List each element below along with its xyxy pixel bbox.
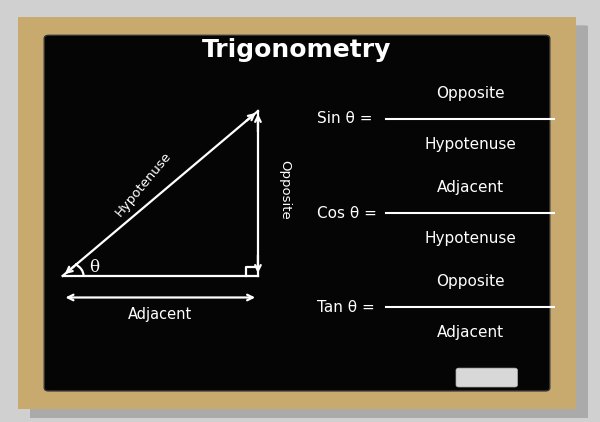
Text: Hypotenuse: Hypotenuse [424, 231, 516, 246]
Text: Adjacent: Adjacent [128, 307, 193, 322]
Text: θ: θ [89, 259, 100, 276]
Text: Hypotenuse: Hypotenuse [424, 137, 516, 152]
Text: Opposite: Opposite [436, 274, 504, 289]
FancyBboxPatch shape [456, 368, 517, 387]
Text: Hypotenuse: Hypotenuse [113, 149, 174, 219]
FancyBboxPatch shape [25, 25, 599, 422]
FancyBboxPatch shape [4, 7, 590, 419]
Text: Adjacent: Adjacent [436, 325, 503, 340]
Text: Adjacent: Adjacent [436, 180, 503, 195]
Text: Opposite: Opposite [436, 86, 504, 101]
Text: Trigonometry: Trigonometry [202, 38, 392, 62]
Text: Cos θ =: Cos θ = [317, 206, 381, 221]
Text: Tan θ =: Tan θ = [317, 300, 379, 315]
Text: Sin θ =: Sin θ = [317, 111, 377, 127]
FancyBboxPatch shape [44, 35, 550, 391]
Text: Opposite: Opposite [278, 160, 291, 219]
